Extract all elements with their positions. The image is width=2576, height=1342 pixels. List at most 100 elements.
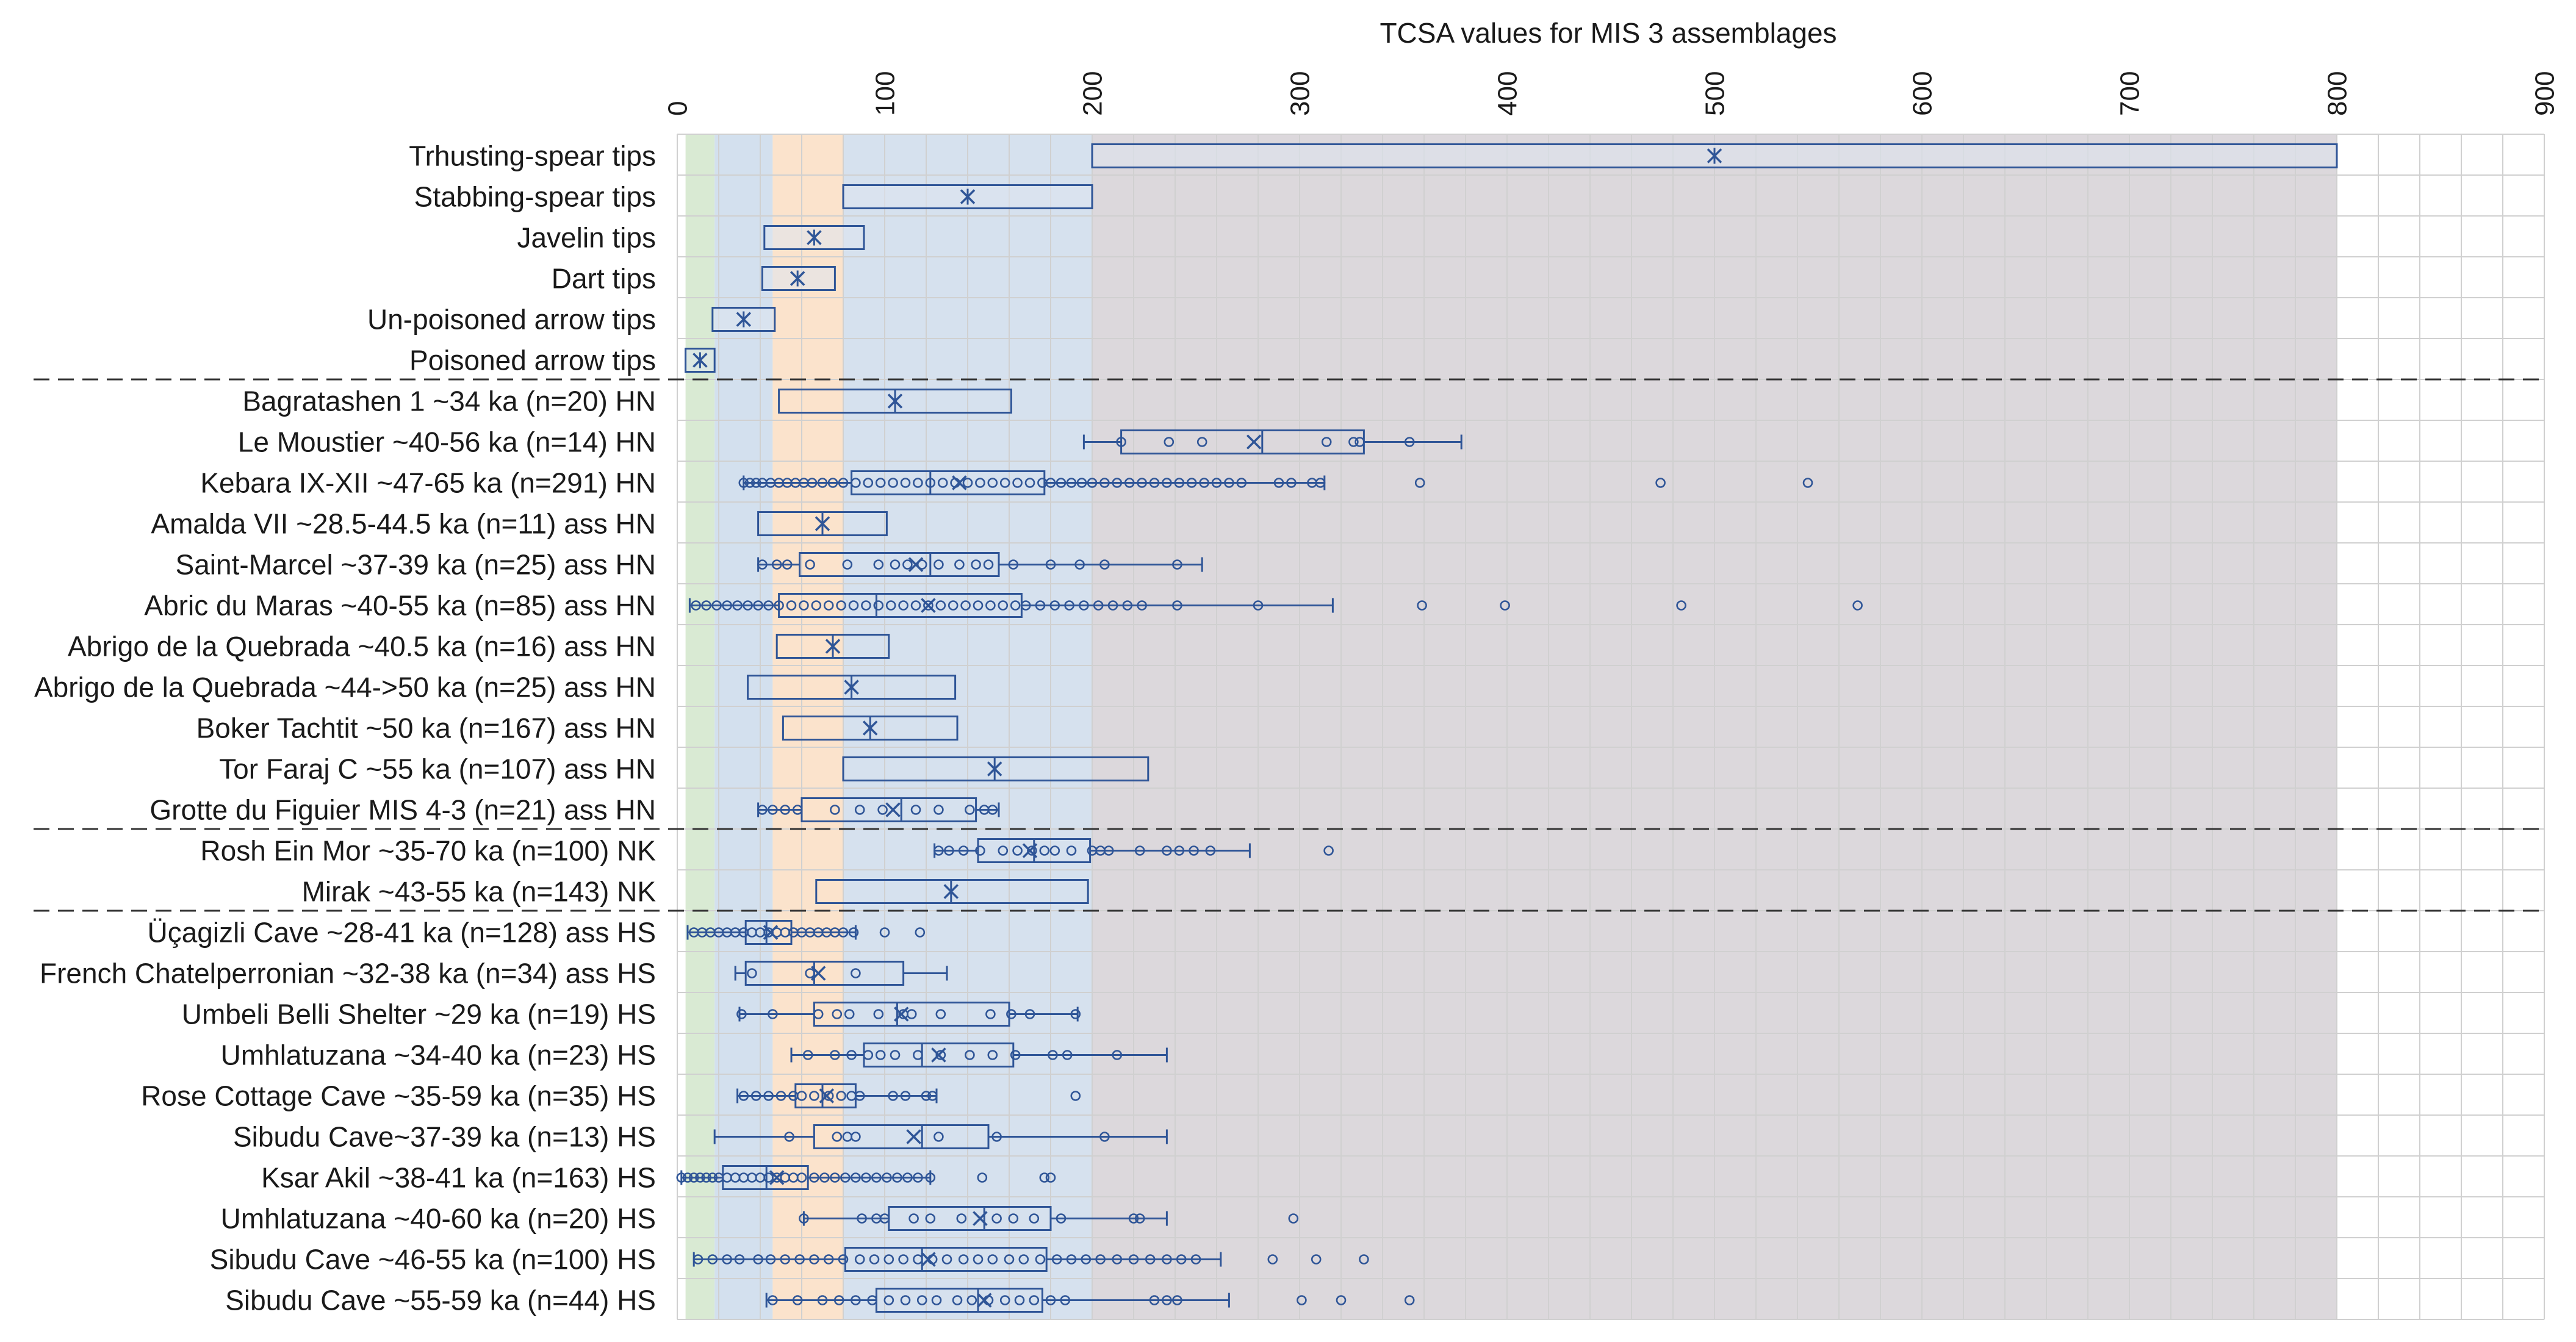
data-point [1190,1254,1201,1265]
mean-marker [844,680,859,695]
data-point [693,1254,703,1265]
data-point [935,1050,946,1060]
data-point [883,1295,894,1305]
boxplot-row [757,797,1000,822]
data-point [1049,600,1060,611]
data-point [900,478,911,488]
data-point [738,478,749,488]
data-point [1024,1009,1035,1019]
data-point [768,1295,778,1305]
data-point [925,478,936,488]
row-labels: Trhusting-spear tips Stabbing-spear tips J… [34,140,656,1316]
data-point [987,1050,998,1060]
data-point [1288,1213,1299,1224]
row-label: Tor Faraj C ~55 ka (n=107) ass HN [219,753,656,785]
row-label: Boker Tachtit ~50 ka (n=167) ass HN [196,712,656,744]
boxplot-row [757,511,888,536]
data-point [1224,478,1234,488]
data-point [913,478,923,488]
data-point [854,1254,865,1265]
row-label: Umhlatuzana ~34-40 ka (n=23) HS [221,1039,656,1071]
data-point [1172,600,1182,611]
data-point [753,1254,763,1265]
data-point [1006,1009,1016,1019]
data-point [1172,1295,1182,1305]
data-point [937,478,948,488]
boxplot-row [686,920,926,945]
data-point [1116,437,1126,447]
data-point [1186,478,1197,488]
data-point [732,600,743,611]
data-point [1027,845,1037,856]
data-point [1162,478,1172,488]
data-point [1205,845,1216,856]
data-point [1074,559,1085,570]
data-point [916,559,927,570]
data-point [854,805,865,815]
boxplot-row [757,552,1203,577]
data-point [813,1009,824,1019]
data-point [768,805,778,815]
data-point [913,1172,923,1183]
data-point [1004,1254,1015,1265]
row-label: French Chatelperronian ~32-38 ka (n=34) … [40,958,656,989]
data-point [925,1172,936,1183]
data-point [1012,845,1023,856]
row-label: Abrigo de la Quebrada ~40.5 ka (n=16) as… [68,631,656,662]
data-point [1174,845,1185,856]
data-point [991,1213,1002,1224]
data-point [1076,478,1087,488]
data-point [971,559,981,570]
data-point [802,1050,813,1060]
box [813,1124,990,1149]
data-point [707,1172,718,1183]
data-point [1079,600,1089,611]
row-label: Stabbing-spear tips [414,181,656,213]
data-point [885,600,896,611]
x-tick-label: 700 [2115,71,2145,116]
data-point [753,600,763,611]
boxplot-row [688,593,1863,618]
x-tick-label: 200 [1078,71,1107,116]
data-point [1323,845,1334,856]
data-point [805,968,815,978]
data-point [711,600,722,611]
data-point [875,1050,886,1060]
data-point [1066,1254,1077,1265]
data-point [823,1254,834,1265]
mean-marker [810,966,826,981]
data-point [934,845,944,856]
x-tick-label: 500 [1700,71,1730,116]
x-tick-label: 800 [2322,71,2352,116]
data-point [682,1172,693,1183]
boxplot-row [734,961,948,986]
data-point [701,600,711,611]
mean-marker [976,1293,992,1308]
data-point [838,927,849,938]
row-label: Trhusting-spear tips [409,140,656,172]
data-point [948,600,959,611]
data-point [1414,478,1425,488]
boxplot-row [842,756,1149,781]
data-point [863,1050,874,1060]
data-point [807,478,818,488]
box [842,756,1149,781]
data-point [987,1254,998,1265]
data-point [934,805,944,815]
data-point [819,1172,830,1183]
data-point [1029,1295,1040,1305]
data-point [935,600,946,611]
mean-marker [908,557,924,572]
data-point [1211,478,1222,488]
data-point [1417,600,1427,611]
data-point [809,1091,819,1101]
data-point [832,1132,843,1142]
data-point [1020,600,1031,611]
data-point [830,1050,840,1060]
box [799,552,1000,577]
data-point [1162,1295,1172,1305]
data-point [1103,845,1114,856]
data-point [1189,845,1199,856]
data-point [941,1254,952,1265]
